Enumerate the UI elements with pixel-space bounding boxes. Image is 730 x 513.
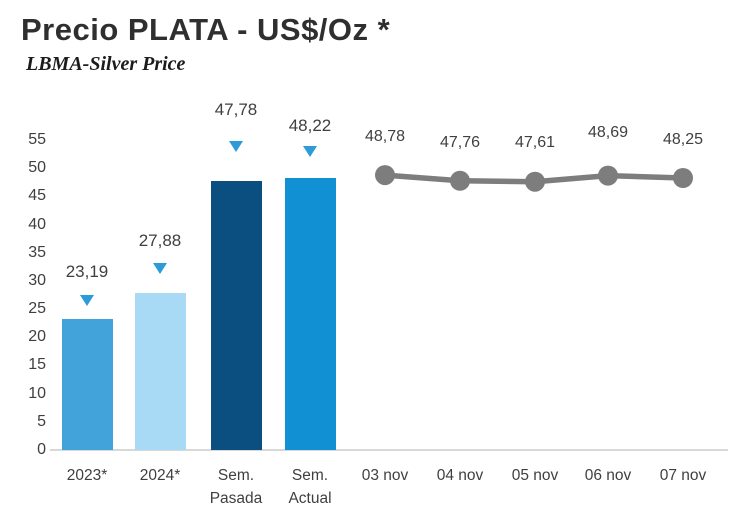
bar-sem-pasada	[210, 180, 262, 450]
x-axis-label: Sem. Actual	[288, 467, 332, 507]
y-tick-label: 25	[28, 300, 46, 318]
line-point-marker	[375, 165, 395, 186]
bar-2024	[134, 292, 186, 450]
line-point-marker	[525, 171, 545, 192]
y-tick-label: 55	[28, 131, 46, 148]
line-value-label: 48,25	[662, 131, 704, 148]
y-tick-label: 15	[28, 356, 46, 374]
y-tick-label: 0	[37, 441, 46, 458]
bar-value-label: 23,19	[65, 262, 109, 281]
bar-value-label: 47,78	[214, 100, 258, 119]
y-tick-label: 30	[28, 271, 46, 289]
y-tick-label: 35	[28, 243, 46, 261]
line-point-marker	[450, 170, 470, 191]
chart-subtitle: LBMA-Silver Price	[26, 53, 186, 75]
y-tick-label: 45	[28, 187, 46, 205]
line-point-marker	[598, 165, 618, 186]
x-axis-label: 03 nov	[361, 467, 409, 484]
x-axis-label: 2023*	[66, 467, 108, 484]
triangle-down-marker-icon	[229, 140, 243, 152]
x-axis-label: 2024*	[139, 467, 181, 484]
x-axis-label: Sem. Pasada	[209, 467, 263, 507]
y-tick-label: 5	[37, 412, 46, 430]
line-value-label: 48,69	[587, 124, 629, 141]
x-axis-label: 06 nov	[584, 467, 632, 484]
y-tick-label: 40	[28, 215, 46, 233]
bar-value-label: 48,22	[288, 116, 332, 135]
y-tick-label: 10	[28, 384, 46, 402]
x-axis-label: 05 nov	[511, 467, 559, 484]
bar-value-label: 27,88	[138, 231, 182, 250]
x-axis-label: 07 nov	[659, 467, 707, 484]
y-tick-label: 50	[28, 159, 46, 177]
bar-2023	[61, 319, 113, 450]
chart-title: Precio PLATA - US$/Oz *	[21, 12, 391, 47]
x-axis-label: 04 nov	[436, 467, 484, 484]
bar-sem-actual	[284, 178, 336, 450]
line-value-label: 48,78	[364, 128, 406, 145]
x-axis-line	[50, 449, 728, 451]
line-value-label: 47,61	[514, 134, 556, 151]
y-tick-label: 20	[28, 328, 46, 346]
triangle-down-marker-icon	[153, 262, 167, 274]
line-value-label: 47,76	[439, 134, 481, 151]
line-point-marker	[673, 168, 693, 188]
triangle-down-marker-icon	[80, 294, 94, 306]
triangle-down-marker-icon	[303, 145, 317, 157]
